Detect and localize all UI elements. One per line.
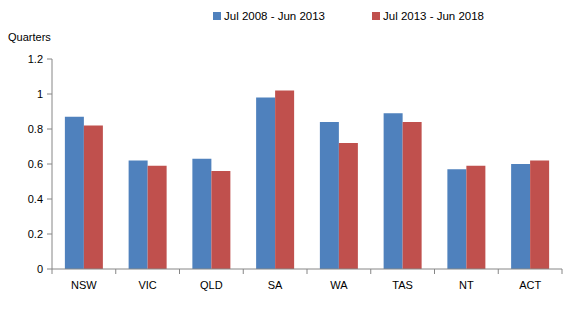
bar <box>129 161 148 270</box>
y-tick <box>47 234 52 235</box>
legend: Jul 2008 - Jun 2013 Jul 2013 - Jun 2018 <box>213 10 484 22</box>
x-tick-label: WA <box>330 279 348 291</box>
y-tick-label: 1.2 <box>28 53 43 65</box>
y-tick-label: 0.2 <box>28 228 43 240</box>
y-axis-label: Quarters <box>8 31 51 43</box>
x-tick <box>498 269 499 274</box>
x-tick-label: NSW <box>71 279 97 291</box>
x-tick-label: QLD <box>200 279 223 291</box>
y-tick <box>47 164 52 165</box>
x-tick <box>115 269 116 274</box>
x-tick-label: SA <box>268 279 283 291</box>
y-tick <box>47 269 52 270</box>
x-tick-label: ACT <box>519 279 541 291</box>
y-tick-label: 1 <box>37 88 43 100</box>
legend-swatch <box>213 12 221 20</box>
x-tick <box>562 269 563 274</box>
legend-label: Jul 2013 - Jun 2018 <box>383 10 484 22</box>
x-tick <box>307 269 308 274</box>
y-tick-label: 0.8 <box>28 123 43 135</box>
bar <box>256 98 275 270</box>
x-tick-label: TAS <box>392 279 413 291</box>
legend-label: Jul 2008 - Jun 2013 <box>224 10 325 22</box>
y-tick-label: 0.6 <box>28 158 43 170</box>
y-tick <box>47 59 52 60</box>
x-tick-label: NT <box>459 279 474 291</box>
x-tick <box>434 269 435 274</box>
x-tick <box>52 269 53 274</box>
legend-swatch <box>372 12 380 20</box>
bar <box>211 171 230 269</box>
bar <box>320 122 339 269</box>
x-tick <box>370 269 371 274</box>
y-tick <box>47 129 52 130</box>
x-tick <box>179 269 180 274</box>
bar <box>384 113 403 269</box>
bar <box>466 166 485 269</box>
bar <box>511 164 530 269</box>
bar <box>530 161 549 270</box>
bar <box>403 122 422 269</box>
bar <box>65 117 84 269</box>
chart: Jul 2008 - Jun 2013 Jul 2013 - Jun 2018 Qu… <box>0 0 579 318</box>
bar <box>339 143 358 269</box>
x-tick <box>243 269 244 274</box>
bar <box>192 159 211 269</box>
bar <box>275 91 294 270</box>
y-tick <box>47 94 52 95</box>
bar <box>148 166 167 269</box>
x-tick-label: VIC <box>138 279 156 291</box>
bars <box>65 91 549 270</box>
y-tick-label: 0.4 <box>28 193 43 205</box>
y-tick <box>47 199 52 200</box>
y-tick-label: 0 <box>37 263 43 275</box>
bar <box>447 169 466 269</box>
bar <box>84 126 103 270</box>
